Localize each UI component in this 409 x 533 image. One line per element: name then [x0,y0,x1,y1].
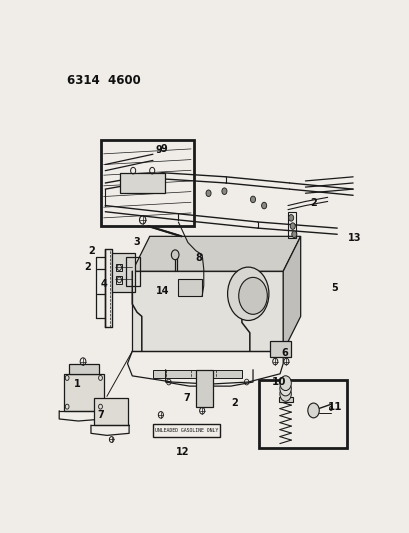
Polygon shape [132,271,283,351]
Text: UNLEADED GASOLINE ONLY: UNLEADED GASOLINE ONLY [154,428,218,433]
Circle shape [227,267,268,320]
Text: 5: 5 [330,282,337,293]
Text: 2: 2 [88,246,94,256]
Text: 2: 2 [310,198,316,208]
Bar [111,253,135,292]
Text: 9: 9 [160,144,167,154]
Circle shape [288,215,293,221]
Circle shape [291,231,296,238]
Polygon shape [132,236,300,271]
Text: 14: 14 [156,286,169,296]
Text: 1: 1 [73,379,80,389]
Bar [287,212,295,238]
Polygon shape [153,370,241,378]
Text: 12: 12 [176,447,189,457]
Bar [94,399,127,425]
Text: 3: 3 [133,237,140,247]
Text: 10: 10 [271,377,285,387]
Circle shape [205,190,211,197]
Bar [278,397,292,402]
Text: 4: 4 [100,279,107,288]
Bar [270,341,290,358]
Circle shape [171,250,179,260]
Text: 13: 13 [348,233,361,244]
Text: 11: 11 [327,402,341,413]
Text: 6314  4600: 6314 4600 [67,74,141,87]
Text: 2: 2 [84,262,91,272]
Bar [64,374,103,411]
Bar [116,276,122,284]
Bar [196,370,213,407]
Bar [153,424,219,438]
Circle shape [279,386,291,401]
Text: 6: 6 [281,348,288,358]
Bar [126,257,140,286]
Bar [236,279,251,306]
Circle shape [279,381,291,396]
Circle shape [329,406,332,410]
Circle shape [221,188,227,195]
Text: 7: 7 [183,393,189,403]
Polygon shape [283,236,300,351]
Bar [120,173,164,193]
Bar [69,364,99,374]
Bar [178,279,202,296]
Bar [116,264,122,271]
Circle shape [261,202,266,209]
Circle shape [307,403,319,418]
Text: 2: 2 [230,398,237,408]
Circle shape [279,376,291,391]
Bar [100,140,194,226]
Text: 7: 7 [97,410,104,420]
Text: 9: 9 [155,145,162,155]
Text: 8: 8 [196,253,202,263]
Circle shape [250,196,255,203]
Circle shape [238,277,267,314]
Bar [259,380,346,448]
Circle shape [290,223,294,229]
